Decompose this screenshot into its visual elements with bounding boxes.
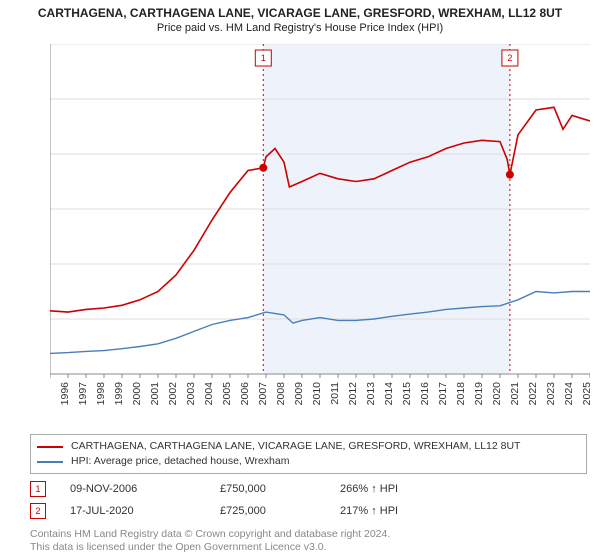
svg-text:2021: 2021 — [509, 382, 521, 406]
svg-text:2009: 2009 — [293, 382, 305, 406]
svg-text:2010: 2010 — [311, 382, 323, 406]
svg-text:1996: 1996 — [59, 382, 71, 406]
svg-text:2015: 2015 — [401, 382, 413, 406]
legend-swatch — [37, 446, 63, 448]
footer-line: Contains HM Land Registry data © Crown c… — [30, 528, 390, 541]
svg-text:1995: 1995 — [50, 382, 53, 406]
svg-text:2003: 2003 — [185, 382, 197, 406]
legend-item: CARTHAGENA, CARTHAGENA LANE, VICARAGE LA… — [37, 439, 580, 454]
svg-text:2001: 2001 — [149, 382, 161, 406]
chart-title-line1: CARTHAGENA, CARTHAGENA LANE, VICARAGE LA… — [0, 0, 600, 20]
svg-text:2012: 2012 — [347, 382, 359, 406]
svg-text:2008: 2008 — [275, 382, 287, 406]
annotation-table: 1 09-NOV-2006 £750,000 266% ↑ HPI 2 17-J… — [30, 478, 573, 522]
svg-text:2023: 2023 — [545, 382, 557, 406]
svg-text:2011: 2011 — [329, 382, 341, 405]
annotation-pct: 217% ↑ HPI — [340, 505, 460, 517]
annotation-pct: 266% ↑ HPI — [340, 483, 460, 495]
annotation-marker: 1 — [30, 481, 46, 497]
svg-text:2013: 2013 — [365, 382, 377, 406]
legend: CARTHAGENA, CARTHAGENA LANE, VICARAGE LA… — [30, 434, 587, 474]
svg-text:2020: 2020 — [491, 382, 503, 406]
chart-area: £0£200K£400K£600K£800K£1M£1.2M1995199619… — [50, 44, 590, 404]
svg-text:1997: 1997 — [77, 382, 89, 406]
annotation-price: £725,000 — [220, 505, 340, 517]
svg-text:2000: 2000 — [131, 382, 143, 406]
svg-text:2007: 2007 — [257, 382, 269, 406]
svg-text:2006: 2006 — [239, 382, 251, 406]
svg-text:1998: 1998 — [95, 382, 107, 406]
svg-text:2019: 2019 — [473, 382, 485, 406]
svg-text:2022: 2022 — [527, 382, 539, 406]
svg-text:2016: 2016 — [419, 382, 431, 406]
footer: Contains HM Land Registry data © Crown c… — [30, 528, 390, 554]
annotation-date: 17-JUL-2020 — [70, 505, 220, 517]
legend-label: CARTHAGENA, CARTHAGENA LANE, VICARAGE LA… — [71, 439, 520, 454]
annotation-row: 2 17-JUL-2020 £725,000 217% ↑ HPI — [30, 500, 573, 522]
footer-line: This data is licensed under the Open Gov… — [30, 541, 390, 554]
svg-text:2005: 2005 — [221, 382, 233, 406]
svg-text:2: 2 — [507, 53, 512, 63]
annotation-row: 1 09-NOV-2006 £750,000 266% ↑ HPI — [30, 478, 573, 500]
legend-swatch — [37, 461, 63, 463]
svg-text:2025: 2025 — [581, 382, 590, 406]
svg-text:1: 1 — [261, 53, 266, 63]
annotation-date: 09-NOV-2006 — [70, 483, 220, 495]
svg-text:2004: 2004 — [203, 382, 215, 406]
annotation-marker: 2 — [30, 503, 46, 519]
legend-item: HPI: Average price, detached house, Wrex… — [37, 454, 580, 469]
legend-label: HPI: Average price, detached house, Wrex… — [71, 454, 290, 469]
chart-title-line2: Price paid vs. HM Land Registry's House … — [0, 20, 600, 34]
svg-text:2018: 2018 — [455, 382, 467, 406]
annotation-price: £750,000 — [220, 483, 340, 495]
svg-text:2002: 2002 — [167, 382, 179, 406]
svg-text:2017: 2017 — [437, 382, 449, 406]
svg-text:2024: 2024 — [563, 382, 575, 406]
svg-text:1999: 1999 — [113, 382, 125, 406]
svg-text:2014: 2014 — [383, 382, 395, 406]
